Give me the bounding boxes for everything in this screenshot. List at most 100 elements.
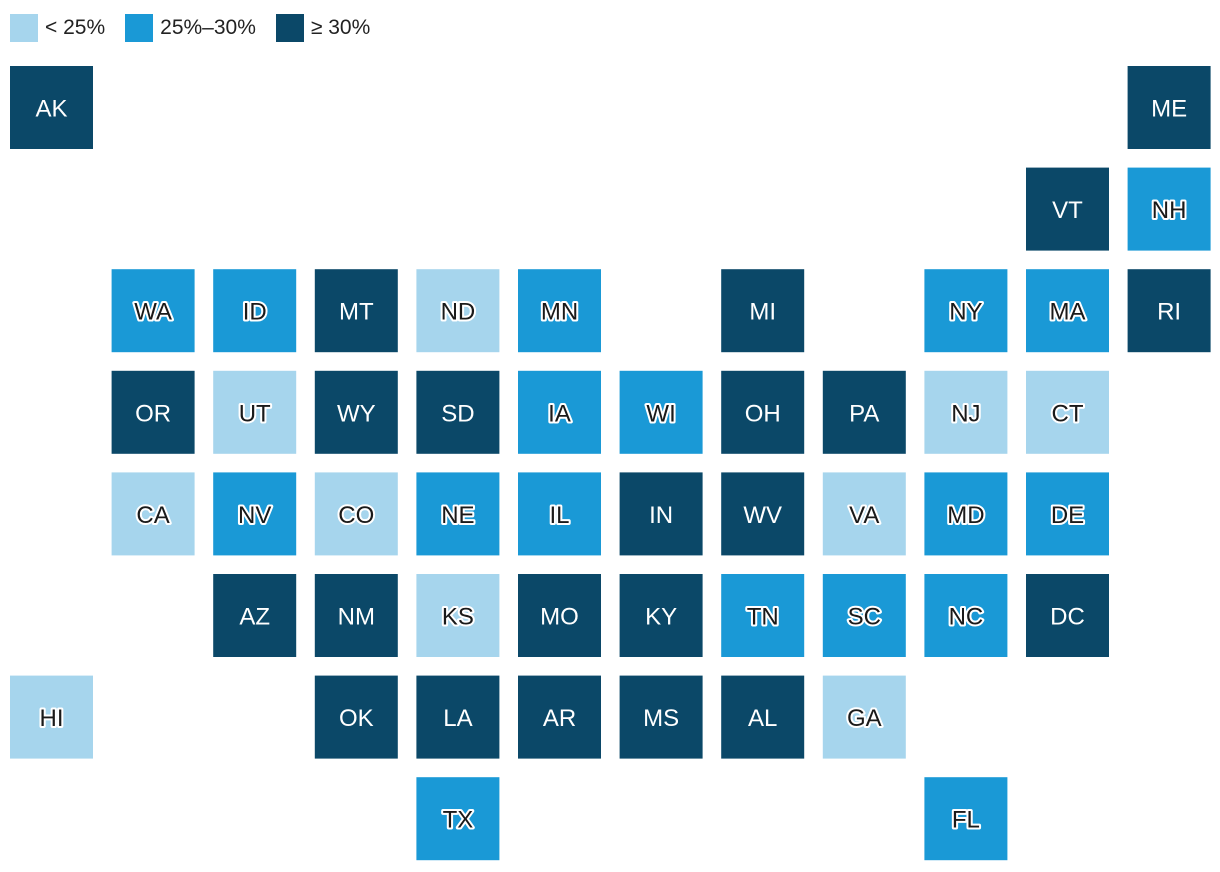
state-tile-label: TN	[747, 604, 779, 631]
state-tile-rect	[213, 472, 297, 556]
state-tile-rect	[416, 269, 500, 353]
state-tile-rect	[924, 370, 1008, 454]
legend-item-low: < 25%	[10, 14, 105, 42]
state-tile-ks: KS	[416, 574, 500, 657]
state-tile-rect	[1127, 167, 1211, 251]
state-tile-label: NM	[338, 604, 375, 631]
state-tile-ms: MS	[619, 675, 703, 759]
state-tile-label: AL	[748, 705, 777, 732]
state-tile-ok: OK	[314, 675, 398, 759]
state-tile-rect	[416, 370, 500, 454]
state-tile-label: VT	[1052, 197, 1083, 224]
state-tile-rect	[1127, 269, 1211, 353]
state-tile-wa: WA	[111, 269, 195, 353]
state-tile-rect	[1026, 574, 1109, 657]
state-tile-rect	[822, 472, 906, 556]
state-tile-nc: NC	[924, 574, 1008, 657]
legend-label-low: < 25%	[45, 16, 106, 39]
legend-label-high: ≥ 30%	[310, 16, 371, 39]
state-tile-label: KS	[442, 604, 474, 631]
state-tile-rect	[619, 472, 703, 556]
state-tile-rect	[10, 675, 93, 759]
state-tile-rect	[1026, 370, 1109, 454]
legend-swatch-high	[275, 14, 304, 42]
state-tile-label: NE	[441, 502, 474, 529]
state-tile-ut: UT	[213, 370, 297, 454]
legend-swatch-low	[10, 14, 38, 42]
state-tile-id: ID	[213, 269, 297, 353]
state-tile-label: WI	[646, 400, 675, 427]
state-tile-label: SD	[441, 400, 474, 427]
legend: < 25% 25%–30% ≥ 30%	[10, 13, 390, 43]
state-tile-label: ID	[243, 299, 267, 326]
state-tile-label: RI	[1157, 299, 1181, 326]
state-tile-rect	[111, 370, 195, 454]
state-tile-label: NJ	[951, 400, 980, 427]
state-tile-nm: NM	[314, 574, 398, 657]
state-tile-ga: GA	[822, 675, 906, 759]
state-tile-rect	[416, 574, 500, 657]
state-tile-rect	[721, 675, 805, 759]
state-tile-rect	[1026, 167, 1109, 251]
state-tile-rect	[518, 269, 601, 353]
state-tile-label: KY	[645, 604, 677, 631]
state-tile-nj: NJ	[924, 370, 1008, 454]
state-tile-rect	[721, 269, 805, 353]
state-tile-rect	[111, 269, 195, 353]
state-tile-co: CO	[314, 472, 398, 556]
state-tile-rect	[1026, 269, 1109, 353]
state-tile-rect	[314, 675, 398, 759]
state-tile-rect	[924, 574, 1008, 657]
state-tile-label: LA	[443, 705, 472, 732]
state-tile-ma: MA	[1026, 269, 1109, 353]
state-tile-label: TX	[443, 807, 474, 834]
state-tile-label: NC	[949, 604, 984, 631]
state-tile-rect	[619, 370, 703, 454]
state-tile-label: WV	[743, 502, 782, 529]
state-tile-label: ME	[1151, 96, 1187, 123]
state-tile-rect	[1026, 472, 1109, 556]
state-tile-label: WY	[337, 400, 376, 427]
state-tile-rect	[822, 675, 906, 759]
state-tile-label: AZ	[239, 604, 270, 631]
state-tile-va: VA	[822, 472, 906, 556]
state-tile-wv: WV	[721, 472, 805, 556]
state-tile-rect	[314, 370, 398, 454]
state-tile-label: CT	[1052, 400, 1084, 427]
state-tile-label: MA	[1050, 299, 1086, 326]
state-tile-label: DC	[1050, 604, 1085, 631]
state-tile-rect	[416, 777, 500, 861]
state-tile-label: AR	[543, 705, 576, 732]
state-tile-nv: NV	[213, 472, 297, 556]
state-tile-rect	[518, 574, 601, 657]
state-tile-label: HI	[40, 705, 64, 732]
state-tile-rect	[314, 269, 398, 353]
state-tile-rect	[314, 574, 398, 657]
state-tile-mi: MI	[721, 269, 805, 353]
state-tile-rect	[721, 574, 805, 657]
state-tile-wi: WI	[619, 370, 703, 454]
state-tile-label: MO	[540, 604, 579, 631]
state-tile-rect	[619, 574, 703, 657]
state-tile-rect	[10, 66, 93, 149]
state-tile-label: OR	[135, 400, 171, 427]
state-tile-label: OH	[745, 400, 781, 427]
state-tile-label: CA	[136, 502, 169, 529]
state-tile-rect	[924, 472, 1008, 556]
state-tile-label: GA	[847, 705, 882, 732]
state-tile-rect	[721, 370, 805, 454]
state-tile-label: SC	[848, 604, 881, 631]
state-tile-rect	[619, 675, 703, 759]
state-tile-ri: RI	[1127, 269, 1211, 353]
state-tile-rect	[721, 472, 805, 556]
state-tile-rect	[1127, 66, 1211, 149]
state-tile-hi: HI	[10, 675, 93, 759]
state-tile-rect	[111, 472, 195, 556]
state-tile-rect	[518, 472, 601, 556]
state-tile-rect	[518, 675, 601, 759]
state-tile-dc: DC	[1026, 574, 1109, 657]
state-tile-md: MD	[924, 472, 1008, 556]
state-tile-mn: MN	[518, 269, 601, 353]
state-tile-rect	[213, 370, 297, 454]
state-tile-label: IA	[548, 400, 571, 427]
